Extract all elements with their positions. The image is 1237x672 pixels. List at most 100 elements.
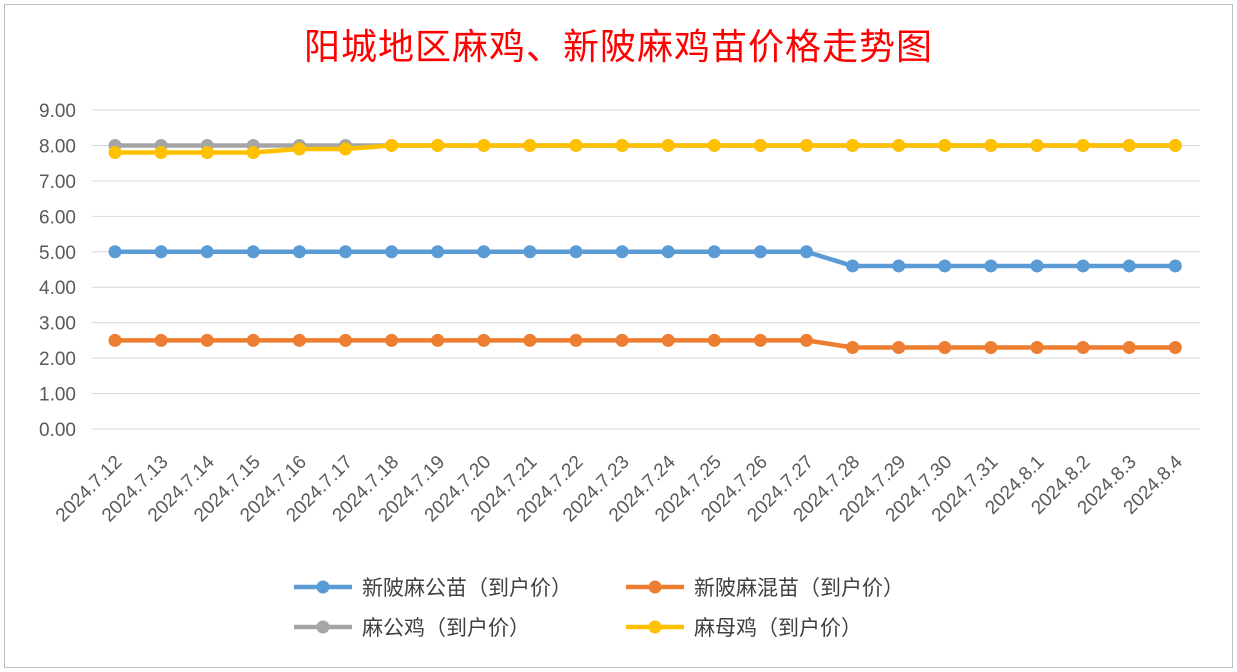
data-point[interactable] [984,138,998,152]
data-point[interactable] [1122,138,1136,152]
data-point[interactable] [339,142,352,156]
y-tick-label: 5.00 [39,243,76,264]
y-tick-label: 8.00 [39,136,76,157]
data-point[interactable] [615,333,629,347]
data-point[interactable] [569,138,583,152]
series-2 [108,333,1182,354]
legend-marker [316,620,330,634]
y-tick-label: 3.00 [39,314,76,335]
data-point[interactable] [292,142,306,156]
data-point[interactable] [800,138,813,152]
data-point[interactable] [200,245,214,259]
legend-item[interactable]: 新陂麻公苗（到户价） [294,576,572,600]
data-point[interactable] [753,138,767,152]
data-point[interactable] [154,245,168,259]
data-point[interactable] [292,245,306,259]
data-point[interactable] [246,245,260,259]
data-point[interactable] [154,146,168,160]
data-point[interactable] [892,138,906,152]
data-point[interactable] [108,245,122,259]
data-point[interactable] [246,333,260,347]
data-point[interactable] [1030,259,1044,273]
series-4 [108,138,1182,160]
data-point[interactable] [753,245,767,259]
data-point[interactable] [339,333,352,347]
series-1 [108,245,1182,273]
data-point[interactable] [1168,259,1182,273]
data-point[interactable] [385,245,399,259]
data-point[interactable] [108,146,122,160]
data-point[interactable] [292,333,306,347]
data-point[interactable] [707,138,721,152]
data-point[interactable] [846,340,860,354]
data-point[interactable] [615,245,629,259]
data-point[interactable] [661,245,675,259]
data-point[interactable] [1076,340,1090,354]
data-point[interactable] [846,138,860,152]
data-point[interactable] [984,340,998,354]
series-line [115,143,1176,155]
y-axis-ticks: 0.00 1.00 2.00 3.00 4.00 5.00 6.00 7.00 8.00 9.00 [39,101,76,441]
legend-label: 新陂麻公苗（到户价） [362,576,572,600]
data-point[interactable] [938,340,952,354]
chart-title: 阳城地区麻鸡、新陂麻鸡苗价格走势图 [303,27,933,68]
data-point[interactable] [431,245,445,259]
legend-label: 麻母鸡（到户价） [694,616,862,640]
data-point[interactable] [615,138,629,152]
data-point[interactable] [661,138,675,152]
data-point[interactable] [246,146,260,160]
data-point[interactable] [846,259,860,273]
data-point[interactable] [984,259,998,273]
data-point[interactable] [431,333,445,347]
data-point[interactable] [523,138,537,152]
data-point[interactable] [707,333,721,347]
data-point[interactable] [431,138,445,152]
data-point[interactable] [200,146,214,160]
data-point[interactable] [477,333,491,347]
data-point[interactable] [1122,340,1136,354]
data-point[interactable] [1168,340,1182,354]
y-tick-label: 1.00 [39,385,76,406]
legend-marker [316,580,330,594]
data-point[interactable] [523,333,537,347]
y-tick-label: 6.00 [39,207,76,228]
y-tick-label: 9.00 [39,101,76,122]
data-point[interactable] [1030,340,1044,354]
data-point[interactable] [523,245,537,259]
legend-item[interactable]: 麻公鸡（到户价） [294,616,530,640]
data-point[interactable] [108,333,122,347]
data-point[interactable] [569,333,583,347]
data-point[interactable] [800,333,813,347]
data-point[interactable] [1168,138,1182,152]
data-point[interactable] [938,138,952,152]
legend-label: 麻公鸡（到户价） [362,616,530,640]
y-tick-label: 7.00 [39,172,76,193]
data-point[interactable] [753,333,767,347]
legend-marker [648,580,662,594]
data-point[interactable] [385,138,399,152]
data-point[interactable] [385,333,399,347]
data-point[interactable] [661,333,675,347]
data-point[interactable] [707,245,721,259]
data-point[interactable] [477,138,491,152]
data-point[interactable] [892,340,906,354]
data-point[interactable] [892,259,906,273]
legend-item[interactable]: 麻母鸡（到户价） [626,616,862,640]
x-axis-ticks: 2024.7.122024.7.132024.7.142024.7.152024… [52,451,1187,526]
data-point[interactable] [800,245,813,259]
data-point[interactable] [569,245,583,259]
data-point[interactable] [154,333,168,347]
legend: 新陂麻公苗（到户价） 新陂麻混苗（到户价） 麻公鸡（到户价） 麻母鸡（到户价） [294,576,904,640]
data-point[interactable] [477,245,491,259]
series-lines [108,138,1182,354]
data-point[interactable] [1076,138,1090,152]
data-point[interactable] [1030,138,1044,152]
data-point[interactable] [200,333,214,347]
series-line [115,338,1176,350]
data-point[interactable] [938,259,952,273]
legend-item[interactable]: 新陂麻混苗（到户价） [626,576,904,600]
data-point[interactable] [1122,259,1136,273]
data-point[interactable] [1076,259,1090,273]
data-point[interactable] [339,245,352,259]
